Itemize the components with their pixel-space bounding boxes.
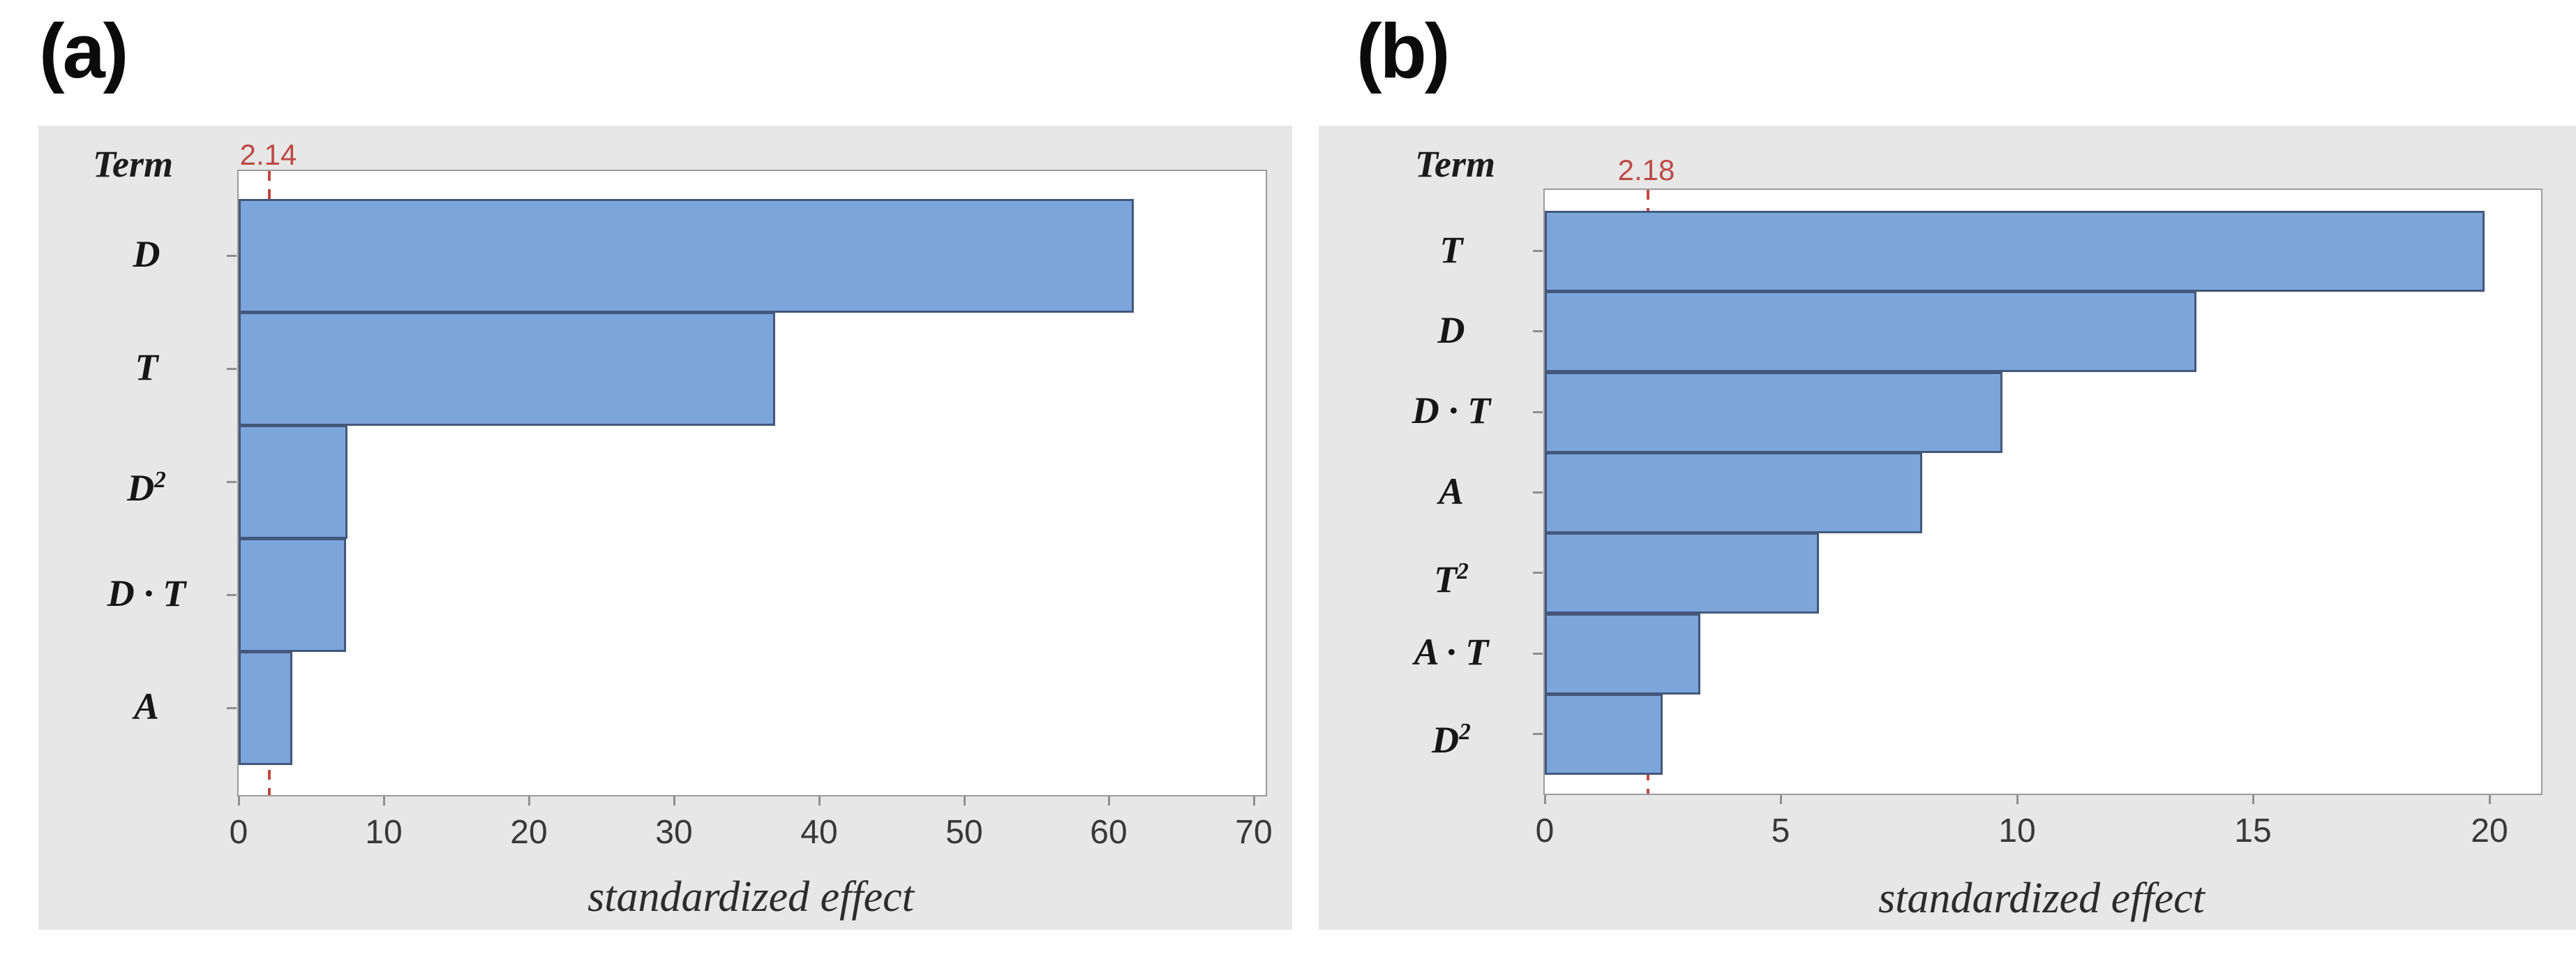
bar-D² bbox=[239, 425, 347, 539]
x-axis-tick bbox=[2252, 795, 2254, 804]
y-category-label: A · T bbox=[1414, 631, 1489, 673]
x-tick-label: 40 bbox=[800, 814, 838, 851]
x-tick-label: 20 bbox=[510, 814, 548, 851]
bar-D bbox=[1545, 291, 2196, 372]
x-axis-title: standardized effect bbox=[587, 873, 914, 921]
y-axis-tick bbox=[1533, 733, 1543, 735]
y-category-label: T bbox=[1439, 229, 1463, 271]
x-axis-tick bbox=[238, 796, 240, 806]
x-tick-label: 0 bbox=[1535, 813, 1555, 850]
y-axis-tick bbox=[227, 481, 237, 483]
x-axis-tick bbox=[383, 796, 385, 806]
bar-T bbox=[1545, 211, 2485, 292]
x-tick-label: 50 bbox=[945, 814, 983, 851]
y-axis-tick bbox=[227, 255, 237, 257]
x-tick-label: 0 bbox=[229, 814, 248, 851]
bar-A bbox=[239, 651, 292, 765]
x-tick-label: 30 bbox=[655, 814, 693, 851]
y-axis-tick bbox=[1533, 330, 1543, 332]
pareto-chart-panel-b: Term 2.18 0 5 10 15 20 standardized effect T… bbox=[1319, 126, 2576, 930]
y-axis-title: Term bbox=[1415, 143, 1496, 185]
panel-b-label: (b) bbox=[1356, 8, 1450, 94]
x-axis-tick bbox=[2489, 795, 2491, 804]
x-axis-tick bbox=[528, 796, 530, 806]
y-category-label: D bbox=[1437, 309, 1465, 351]
reference-line-label: 2.18 bbox=[1617, 154, 1675, 186]
y-category-label: D2 bbox=[127, 467, 166, 509]
y-category-label: A bbox=[133, 685, 160, 727]
panel-a-label: (a) bbox=[39, 8, 128, 94]
y-axis-tick bbox=[1533, 491, 1543, 494]
y-category-label: D2 bbox=[1432, 719, 1471, 761]
reference-line-label: 2.14 bbox=[239, 138, 297, 171]
bar-A bbox=[1545, 452, 1922, 533]
y-axis-tick bbox=[1533, 572, 1543, 574]
x-axis-tick bbox=[1780, 795, 1782, 804]
y-category-label: D · T bbox=[1411, 390, 1491, 431]
x-axis-tick bbox=[1544, 795, 1546, 804]
x-axis-tick bbox=[964, 796, 966, 806]
y-axis-tick bbox=[1533, 653, 1543, 655]
x-axis-title: standardized effect bbox=[1878, 875, 2205, 922]
x-axis-tick bbox=[1253, 796, 1255, 806]
x-tick-label: 5 bbox=[1771, 813, 1790, 850]
bar-D² bbox=[1545, 694, 1663, 775]
y-axis-title: Term bbox=[93, 143, 174, 185]
y-axis-tick bbox=[227, 594, 237, 596]
x-axis-tick bbox=[1108, 796, 1110, 806]
x-axis-tick bbox=[673, 796, 675, 806]
bar-D bbox=[239, 199, 1134, 313]
bar-D · T bbox=[239, 538, 346, 652]
y-category-label: D bbox=[133, 233, 160, 275]
x-tick-label: 20 bbox=[2471, 813, 2508, 850]
plot-area: 0 5 10 15 20 bbox=[1533, 188, 2543, 850]
y-category-label: D · T bbox=[107, 572, 186, 614]
y-axis-tick bbox=[227, 368, 237, 370]
plot-area: 0 10 20 30 40 50 60 70 bbox=[227, 170, 1273, 851]
x-tick-label: 70 bbox=[1235, 814, 1273, 851]
y-axis-tick bbox=[1533, 250, 1543, 252]
x-axis-tick bbox=[818, 796, 821, 806]
y-axis-tick bbox=[1533, 411, 1543, 413]
y-category-label: T2 bbox=[1434, 558, 1469, 600]
x-axis-tick bbox=[2016, 795, 2019, 804]
y-category-label: T bbox=[135, 346, 158, 388]
bar-A · T bbox=[1545, 614, 1700, 695]
y-axis-tick bbox=[227, 707, 237, 709]
pareto-chart-panel-a: Term 2.14 0 10 20 30 40 50 60 70 standardized e… bbox=[38, 126, 1292, 930]
y-category-label: A bbox=[1438, 470, 1465, 512]
bar-T² bbox=[1545, 533, 1819, 614]
x-tick-label: 60 bbox=[1090, 814, 1128, 851]
bar-T bbox=[239, 312, 775, 426]
x-tick-label: 10 bbox=[365, 814, 403, 851]
x-tick-label: 15 bbox=[2234, 813, 2272, 850]
bar-D · T bbox=[1545, 372, 2002, 453]
x-tick-label: 10 bbox=[1998, 813, 2036, 850]
